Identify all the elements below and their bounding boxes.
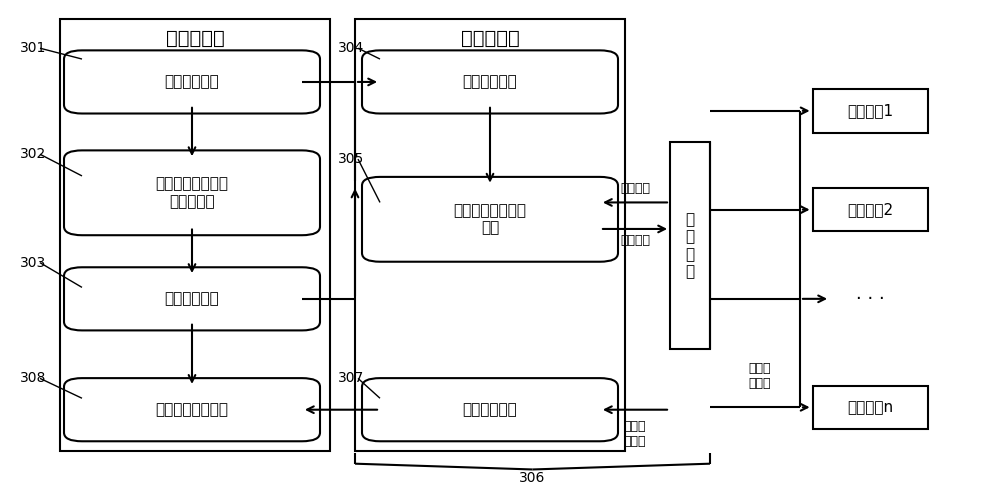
FancyBboxPatch shape — [64, 51, 320, 114]
FancyBboxPatch shape — [64, 267, 320, 331]
Text: 307: 307 — [338, 371, 364, 386]
Text: 302: 302 — [20, 147, 46, 161]
Text: 上报心跳: 上报心跳 — [620, 183, 650, 195]
Text: 核心服务器: 核心服务器 — [461, 29, 519, 48]
Text: 设备资产n: 设备资产n — [847, 400, 893, 415]
Bar — [812, 188, 928, 231]
Text: 心跳处理返回扫描
任务: 心跳处理返回扫描 任务 — [454, 203, 526, 236]
Text: 下发扫描任务: 下发扫描任务 — [165, 291, 219, 307]
FancyBboxPatch shape — [64, 378, 320, 442]
Text: 扫描结果汇总统计: 扫描结果汇总统计 — [156, 402, 228, 417]
Bar — [60, 19, 330, 451]
Text: 305: 305 — [338, 152, 364, 166]
Text: 301: 301 — [20, 41, 46, 55]
Text: · · ·: · · · — [856, 290, 884, 308]
Text: 目
标
设
备: 目 标 设 备 — [685, 212, 695, 280]
Text: 306: 306 — [519, 471, 546, 482]
Text: 接收扫描任务: 接收扫描任务 — [463, 74, 517, 90]
Bar — [355, 19, 625, 451]
FancyBboxPatch shape — [362, 51, 618, 114]
Text: 扫描结果上报: 扫描结果上报 — [463, 402, 517, 417]
Bar — [812, 89, 928, 133]
FancyBboxPatch shape — [64, 150, 320, 235]
Bar — [812, 386, 928, 429]
Bar — [670, 142, 710, 349]
Text: 308: 308 — [20, 371, 46, 386]
Text: 设备资产1: 设备资产1 — [847, 103, 893, 119]
Text: 上报扫
描结果: 上报扫 描结果 — [624, 420, 646, 448]
Text: 设备资产2: 设备资产2 — [847, 202, 893, 217]
Text: 返回任务: 返回任务 — [620, 235, 650, 247]
FancyBboxPatch shape — [362, 177, 618, 262]
Text: 配置扫描任务: 配置扫描任务 — [165, 74, 219, 90]
FancyBboxPatch shape — [362, 378, 618, 442]
Text: 304: 304 — [338, 41, 364, 55]
Text: 核心服务器: 核心服务器 — [166, 29, 224, 48]
Text: 选取执行扫描任务
的目标设备: 选取执行扫描任务 的目标设备 — [156, 176, 228, 209]
Text: 303: 303 — [20, 255, 46, 270]
Text: 扫描设
备资产: 扫描设 备资产 — [749, 362, 771, 390]
